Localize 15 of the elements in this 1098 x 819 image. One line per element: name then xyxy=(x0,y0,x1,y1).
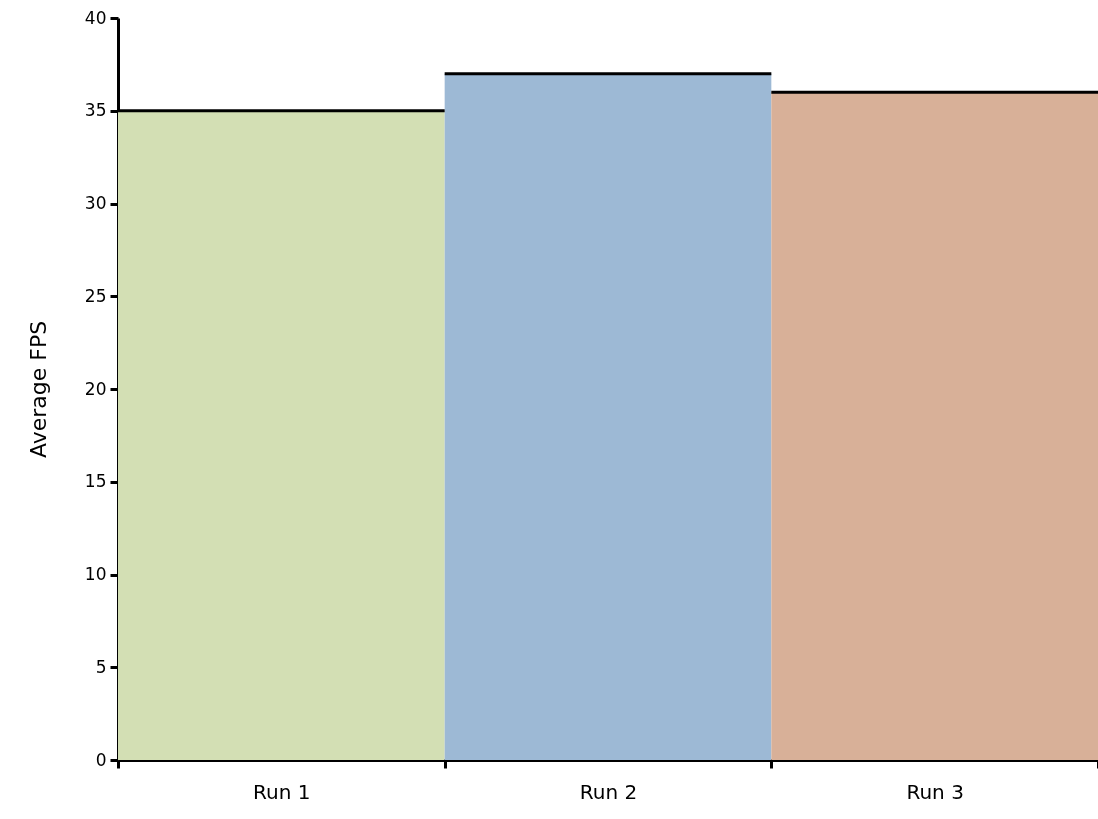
y-tick-label: 20 xyxy=(84,378,107,399)
x-tick-label: Run 3 xyxy=(906,779,964,804)
bar xyxy=(444,73,772,760)
y-tick-label: 15 xyxy=(84,471,107,492)
y-tick-label: 0 xyxy=(95,749,107,770)
x-tick-label: Run 2 xyxy=(579,779,638,804)
y-tick-label: 10 xyxy=(84,564,107,584)
bar xyxy=(771,92,1098,760)
y-tick-label: 35 xyxy=(84,100,107,121)
y-tick-label: 30 xyxy=(84,193,107,213)
y-axis-title: Average FPS xyxy=(25,320,51,459)
y-tick-label: 5 xyxy=(95,656,107,677)
x-tick-label: Run 1 xyxy=(253,779,311,804)
y-tick-label: 40 xyxy=(84,7,107,28)
y-tick-label: 25 xyxy=(84,285,107,306)
